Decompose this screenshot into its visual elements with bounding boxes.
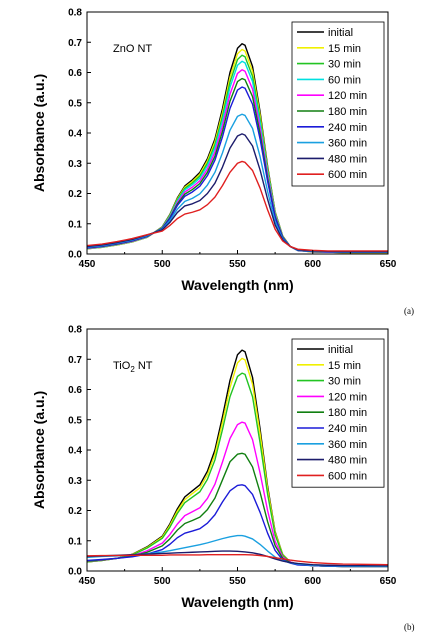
legend-entry: 15 min [328, 43, 361, 55]
series-lines [87, 349, 388, 568]
y-tick-label: 0.6 [68, 385, 82, 396]
x-tick-label: 500 [154, 259, 171, 270]
legend-entry: initial [328, 344, 353, 356]
legend-entry: 180 min [328, 106, 367, 118]
series-line-600-min [87, 160, 388, 252]
y-tick-label: 0.0 [68, 250, 82, 261]
y-tick-label: 0.8 [68, 8, 82, 19]
legend-entry: 240 min [328, 122, 367, 134]
y-tick-label: 0.2 [68, 189, 82, 200]
x-tick-label: 450 [79, 576, 96, 587]
x-tick-label: 550 [229, 259, 246, 270]
legend: initial 15 min 30 min 60 min 120 min 180 min 2… [291, 21, 385, 187]
y-tick-label: 0.8 [68, 325, 82, 336]
legend-entry: initial [328, 27, 353, 39]
y-tick-label: 0.7 [68, 355, 82, 366]
legend-box [291, 338, 385, 488]
x-tick-label: 600 [304, 576, 321, 587]
y-tick-label: 0.5 [68, 98, 82, 109]
x-axis-title: Wavelength (nm) [181, 594, 293, 610]
legend-entry: 240 min [328, 423, 367, 435]
x-tick-label: 650 [380, 576, 397, 587]
panel-annotation-main: ZnO NT [113, 43, 152, 55]
y-tick-label: 0.3 [68, 476, 82, 487]
legend-entry: 600 min [328, 169, 367, 181]
legend-entry: 30 min [328, 59, 361, 71]
legend-entry: 30 min [328, 376, 361, 388]
legend-entry: 480 min [328, 153, 367, 165]
legend-entry: 60 min [328, 74, 361, 86]
x-tick-label: 550 [229, 576, 246, 587]
y-tick-label: 0.2 [68, 506, 82, 517]
x-tick-label: 600 [304, 259, 321, 270]
series-line-480-min [87, 550, 388, 567]
y-tick-label: 0.4 [68, 129, 82, 140]
y-tick-label: 0.0 [68, 567, 82, 578]
y-tick-label: 0.5 [68, 415, 82, 426]
panel-annotation-tail: NT [135, 360, 153, 372]
panel-tag: (b) [404, 622, 415, 632]
chart-panel-a: 450 500 550 600 650 0.0 0.1 0.2 0.3 0.4 0.5 0.6 0.7 0… [31, 8, 414, 317]
y-tick-label: 0.7 [68, 38, 82, 49]
panel-annotation: TiO2 NT [113, 360, 153, 374]
legend-entry: 480 min [328, 455, 367, 467]
x-tick-label: 650 [380, 259, 397, 270]
legend-entry: 120 min [328, 391, 367, 403]
series-lines [87, 43, 388, 254]
y-tick-label: 0.6 [68, 68, 82, 79]
legend-entry: 600 min [328, 470, 367, 482]
y-axis-title: Absorbance (a.u.) [31, 74, 47, 192]
legend-entry: 360 min [328, 439, 367, 451]
x-tick-label: 450 [79, 259, 96, 270]
y-tick-label: 0.1 [68, 536, 82, 547]
legend-entry: 15 min [328, 360, 361, 372]
y-tick-label: 0.4 [68, 446, 82, 457]
chart-panel-b: 450 500 550 600 650 0.0 0.1 0.2 0.3 0.4 0.5 0.6 0.7 0… [31, 325, 415, 633]
x-tick-label: 500 [154, 576, 171, 587]
y-tick-label: 0.1 [68, 219, 82, 230]
x-axis-title: Wavelength (nm) [181, 277, 293, 293]
legend-entry: 360 min [328, 138, 367, 150]
series-line-600-min [87, 553, 388, 566]
panel-annotation-main: TiO [113, 360, 131, 372]
legend-entry: 180 min [328, 407, 367, 419]
legend-entry: 120 min [328, 90, 367, 102]
panel-tag: (a) [404, 306, 414, 316]
legend: initial 15 min 30 min 120 min 180 min 240 min… [291, 338, 385, 488]
panel-annotation: ZnO NT [113, 43, 152, 55]
y-tick-label: 0.3 [68, 159, 82, 170]
y-axis-title: Absorbance (a.u.) [31, 391, 47, 509]
panel-annotation-subscript: 2 [130, 365, 135, 374]
